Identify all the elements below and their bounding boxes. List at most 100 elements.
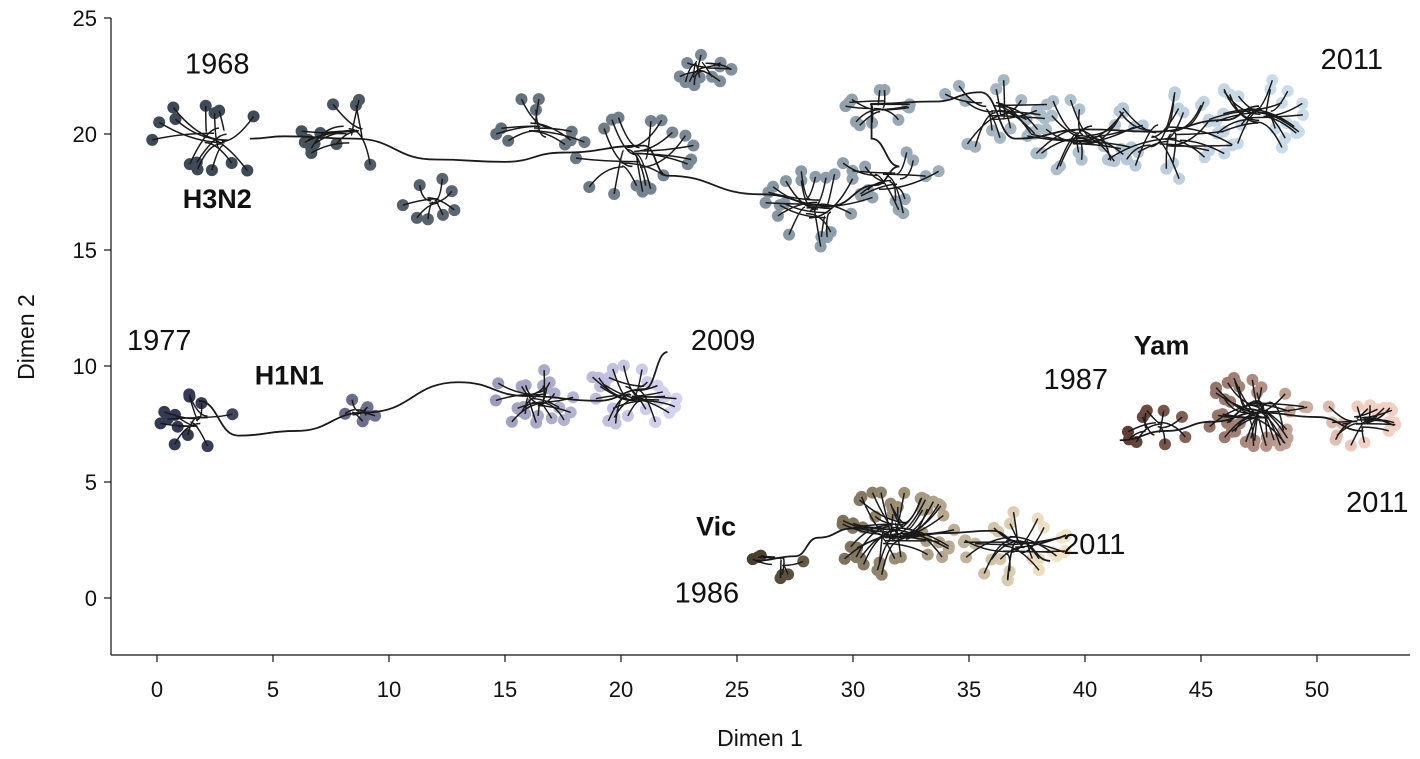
tree-branch <box>1246 108 1295 128</box>
tree-branch <box>804 176 817 201</box>
tree-branch <box>1270 90 1289 113</box>
y-tick-label: 10 <box>73 354 97 379</box>
tree-branch <box>998 103 1047 107</box>
tree-branch <box>882 537 896 559</box>
tree-branch <box>909 529 955 536</box>
tree-branch <box>889 181 897 202</box>
x-tick-label: 0 <box>151 677 163 702</box>
tree-branch <box>842 520 888 533</box>
strain-label: H1N1 <box>255 361 324 391</box>
tree-branch <box>845 105 869 110</box>
tree-branch <box>1002 105 1039 131</box>
tree-branch <box>781 557 785 575</box>
tree-branch <box>204 105 208 133</box>
tree-branch <box>895 186 906 200</box>
tree-branch <box>1360 409 1393 419</box>
tree-branch <box>1257 121 1283 148</box>
series-h1n1 <box>154 359 683 453</box>
x-tick-label: 5 <box>267 677 279 702</box>
y-tick-label: 20 <box>73 122 97 147</box>
tree-branch <box>765 202 823 206</box>
x-ticks: 0 5 10 15 20 25 30 35 40 45 50 <box>151 655 1329 702</box>
tree-branch <box>849 100 885 104</box>
tree-branch <box>221 115 255 143</box>
tree-branch <box>1035 129 1076 154</box>
tree-branch <box>1252 102 1283 111</box>
tree-branch <box>1107 137 1177 161</box>
tree-branch <box>995 89 1002 116</box>
tree-branch <box>852 522 882 529</box>
tree-branch <box>528 129 585 143</box>
tree-branches <box>152 54 1396 581</box>
y-axis-title: Dimen 2 <box>13 294 39 380</box>
tree-branch <box>800 171 811 201</box>
x-tick-label: 30 <box>841 677 865 702</box>
tree-branch <box>842 523 881 535</box>
tree-branch <box>635 384 658 392</box>
tree-branch <box>501 125 537 130</box>
tree-branch <box>1360 426 1389 432</box>
x-axis-title: Dimen 1 <box>717 725 803 751</box>
tree-branch <box>752 558 773 566</box>
tree-branch <box>530 122 572 141</box>
tree-branch <box>575 157 640 163</box>
tree-branch <box>809 177 827 212</box>
tree-branch <box>902 501 934 536</box>
tree-branch <box>592 376 639 402</box>
tree-branch <box>852 523 891 529</box>
x-tick-label: 25 <box>725 677 749 702</box>
tree-branch <box>1354 408 1378 418</box>
year-label: 1977 <box>127 325 192 357</box>
tree-branch <box>844 532 908 560</box>
tree-branch <box>806 212 832 233</box>
tree-branch <box>908 509 924 530</box>
tree-branch <box>533 127 572 133</box>
tree-branch <box>310 125 344 149</box>
tree-branch <box>1126 144 1151 160</box>
tree-branch <box>626 119 663 149</box>
tree-branch <box>999 99 1022 116</box>
tree-branch <box>1248 393 1286 416</box>
tree-branch <box>958 85 987 108</box>
tree-node-h3n2 <box>644 115 657 128</box>
tree-branch <box>991 109 1038 121</box>
tree-branch <box>1170 104 1202 133</box>
tree-branch <box>418 185 432 202</box>
tree-node-h3n2 <box>1015 94 1028 107</box>
tree-branch <box>434 178 444 202</box>
tree-branch <box>880 492 894 541</box>
tree-branch <box>307 130 359 141</box>
x-tick-label: 40 <box>1073 677 1097 702</box>
tree-branch <box>174 422 201 445</box>
branches-yam <box>1119 377 1396 447</box>
annotation-labels: 1968 2011 H3N2 1977 H1N1 2009 Yam 1987 2011 Vic 20… <box>127 44 1408 610</box>
strain-label: Yam <box>1134 330 1190 360</box>
tree-branch <box>1361 426 1366 443</box>
tree-branch <box>881 528 950 550</box>
tree-branch <box>1248 114 1303 119</box>
tree-branch <box>851 98 873 110</box>
tree-branch <box>497 382 540 396</box>
tree-branch <box>211 144 225 171</box>
tree-branch <box>820 203 852 215</box>
tree-branch <box>344 409 355 415</box>
tree-branch <box>1052 100 1076 134</box>
tree-branch <box>1157 425 1166 445</box>
tree-branch <box>889 505 942 540</box>
tree-branch <box>1179 139 1225 155</box>
tree-branch <box>860 183 898 197</box>
tree-branch <box>880 540 900 575</box>
tree-branch <box>637 399 676 408</box>
tree-branch <box>1026 539 1033 559</box>
tree-branch <box>1030 133 1087 142</box>
tree-branch <box>520 386 545 407</box>
tree-branch <box>641 144 694 152</box>
tree-branch <box>1170 144 1233 147</box>
tree-branch <box>777 201 818 217</box>
tree-branch <box>611 119 636 156</box>
tree-branch <box>760 554 775 558</box>
tree-branch <box>1223 88 1260 122</box>
tree-node-h3n2 <box>1281 85 1294 98</box>
tree-branch <box>895 152 908 176</box>
tree-branch <box>706 67 732 70</box>
